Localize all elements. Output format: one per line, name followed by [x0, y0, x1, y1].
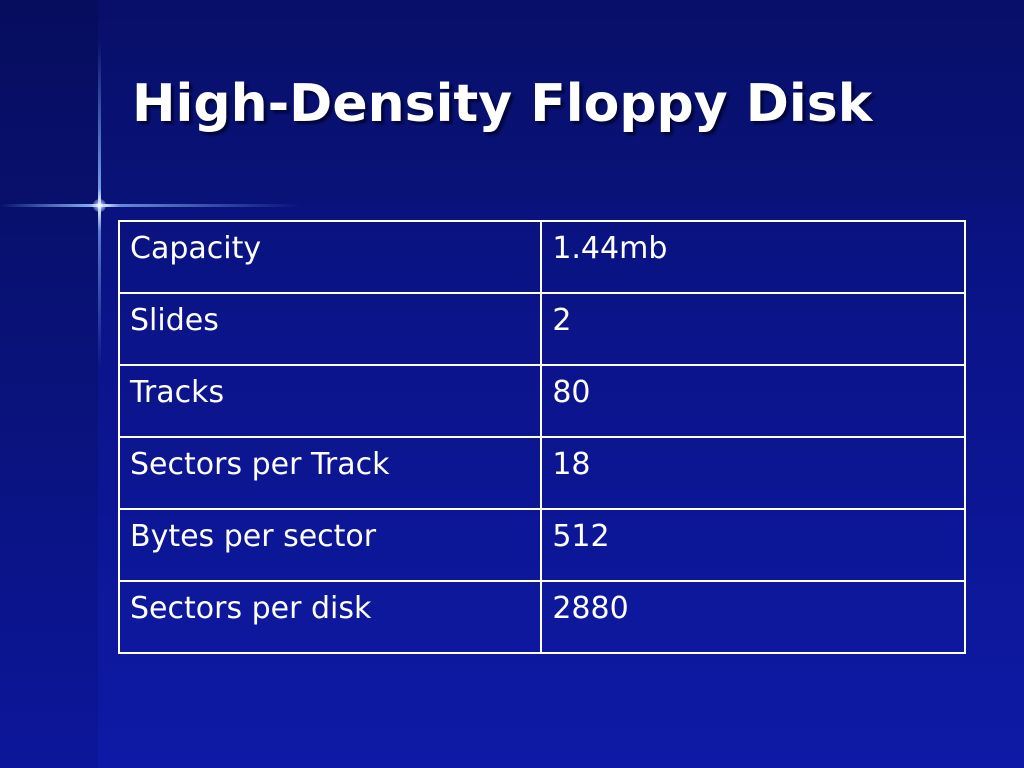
row-value: 18 — [540, 436, 966, 510]
row-value: 1.44mb — [540, 220, 966, 294]
table-row: Capacity 1.44mb — [117, 220, 966, 294]
row-value: 2880 — [540, 580, 966, 654]
row-value: 80 — [540, 364, 966, 438]
left-accent-band — [0, 0, 98, 768]
title-band — [98, 0, 1024, 206]
table-row: Slides 2 — [117, 292, 966, 366]
spec-table: Capacity 1.44mb Slides 2 Tracks 80 Secto… — [117, 220, 966, 654]
row-value: 2 — [540, 292, 966, 366]
row-label: Sectors per disk — [117, 580, 543, 654]
light-flare-center — [93, 199, 106, 212]
table-row: Bytes per sector 512 — [117, 508, 966, 582]
row-value: 512 — [540, 508, 966, 582]
table-row: Sectors per Track 18 — [117, 436, 966, 510]
row-label: Sectors per Track — [117, 436, 543, 510]
row-label: Slides — [117, 292, 543, 366]
light-flare-horizontal — [0, 204, 300, 207]
row-label: Capacity — [117, 220, 543, 294]
table-row: Sectors per disk 2880 — [117, 580, 966, 654]
row-label: Tracks — [117, 364, 543, 438]
slide-title: High-Density Floppy Disk — [132, 74, 873, 134]
row-label: Bytes per sector — [117, 508, 543, 582]
table-row: Tracks 80 — [117, 364, 966, 438]
